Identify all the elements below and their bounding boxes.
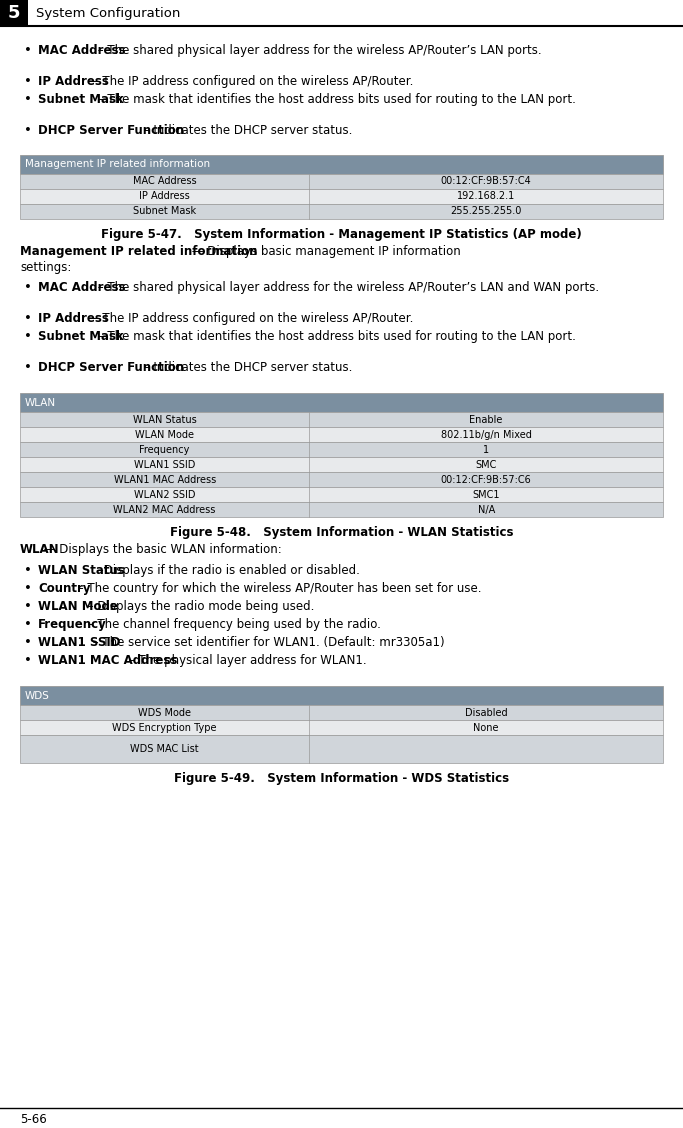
Text: •: • — [24, 44, 32, 58]
Text: Subnet Mask: Subnet Mask — [38, 94, 124, 106]
Text: — Displays basic management IP information: — Displays basic management IP informati… — [189, 245, 461, 257]
Text: •: • — [24, 636, 32, 650]
Bar — [20, 442, 663, 458]
Bar — [20, 735, 663, 764]
Text: WLAN2 SSID: WLAN2 SSID — [134, 490, 195, 500]
Text: MAC Address: MAC Address — [133, 176, 197, 186]
Text: 00:12:CF:9B:57:C4: 00:12:CF:9B:57:C4 — [441, 176, 531, 186]
Text: – The country for which the wireless AP/Router has been set for use.: – The country for which the wireless AP/… — [74, 582, 482, 594]
Text: WLAN1 MAC Address: WLAN1 MAC Address — [113, 475, 216, 485]
Text: IP Address: IP Address — [38, 76, 109, 88]
Text: WDS: WDS — [25, 691, 50, 700]
Text: •: • — [24, 312, 32, 325]
Text: – Displays the radio mode being used.: – Displays the radio mode being used. — [84, 600, 314, 613]
Text: WLAN: WLAN — [25, 398, 56, 408]
Bar — [20, 458, 663, 473]
Text: WDS Mode: WDS Mode — [138, 708, 191, 719]
Text: N/A: N/A — [477, 505, 494, 515]
Text: Management IP related information: Management IP related information — [25, 159, 210, 169]
Text: WDS Encryption Type: WDS Encryption Type — [113, 723, 217, 733]
Text: — Displays the basic WLAN information:: — Displays the basic WLAN information: — [40, 544, 282, 556]
Text: Frequency: Frequency — [38, 618, 107, 632]
Text: SMC: SMC — [475, 460, 497, 470]
Text: – Indicates the DHCP server status.: – Indicates the DHCP server status. — [140, 361, 352, 374]
Text: Country: Country — [38, 582, 91, 594]
Text: WLAN: WLAN — [20, 544, 59, 556]
Text: Management IP related information: Management IP related information — [20, 245, 257, 257]
Text: WLAN1 MAC Address: WLAN1 MAC Address — [38, 654, 178, 668]
Text: •: • — [24, 124, 32, 138]
Text: Subnet Mask: Subnet Mask — [133, 206, 196, 217]
Text: WLAN1 SSID: WLAN1 SSID — [38, 636, 120, 650]
Text: •: • — [24, 582, 32, 594]
Bar — [20, 413, 663, 428]
Text: •: • — [24, 331, 32, 343]
Text: 1: 1 — [483, 444, 489, 455]
Bar — [20, 687, 663, 705]
Text: DHCP Server Function: DHCP Server Function — [38, 361, 184, 374]
Bar — [20, 473, 663, 487]
Text: – The shared physical layer address for the wireless AP/Router’s LAN and WAN por: – The shared physical layer address for … — [94, 281, 599, 294]
Text: Frequency: Frequency — [139, 444, 190, 455]
Text: Enable: Enable — [469, 415, 503, 425]
Text: WDS MAC List: WDS MAC List — [130, 744, 199, 755]
Bar — [0, 0, 28, 26]
Text: – Indicates the DHCP server status.: – Indicates the DHCP server status. — [140, 124, 352, 138]
Text: None: None — [473, 723, 499, 733]
Bar — [20, 705, 663, 721]
Text: – The IP address configured on the wireless AP/Router.: – The IP address configured on the wirel… — [89, 312, 413, 325]
Text: WLAN Status: WLAN Status — [38, 564, 125, 576]
Text: •: • — [24, 94, 32, 106]
Bar — [20, 428, 663, 442]
Text: Disabled: Disabled — [465, 708, 507, 719]
Text: – The mask that identifies the host address bits used for routing to the LAN por: – The mask that identifies the host addr… — [94, 331, 576, 343]
Text: 192.168.2.1: 192.168.2.1 — [457, 191, 515, 201]
Bar — [20, 487, 663, 502]
Text: •: • — [24, 618, 32, 632]
Text: – The mask that identifies the host address bits used for routing to the LAN por: – The mask that identifies the host addr… — [94, 94, 576, 106]
Text: MAC Address: MAC Address — [38, 44, 126, 58]
Text: WLAN Mode: WLAN Mode — [135, 430, 194, 440]
Text: IP Address: IP Address — [139, 191, 190, 201]
Text: MAC Address: MAC Address — [38, 281, 126, 294]
Text: – The IP address configured on the wireless AP/Router.: – The IP address configured on the wirel… — [89, 76, 413, 88]
Text: •: • — [24, 600, 32, 613]
Text: Subnet Mask: Subnet Mask — [38, 331, 124, 343]
Text: IP Address: IP Address — [38, 312, 109, 325]
Text: WLAN Status: WLAN Status — [133, 415, 197, 425]
Bar — [20, 502, 663, 518]
Bar — [20, 174, 663, 188]
Text: 802.11b/g/n Mixed: 802.11b/g/n Mixed — [441, 430, 531, 440]
Text: •: • — [24, 654, 32, 668]
Text: WLAN1 SSID: WLAN1 SSID — [134, 460, 195, 470]
Text: Figure 5-48.   System Information - WLAN Statistics: Figure 5-48. System Information - WLAN S… — [170, 527, 513, 539]
Text: •: • — [24, 281, 32, 294]
Text: •: • — [24, 564, 32, 576]
Bar — [20, 394, 663, 413]
Text: – The service set identifier for WLAN1. (Default: mr3305a1): – The service set identifier for WLAN1. … — [89, 636, 445, 650]
Text: – The physical layer address for WLAN1.: – The physical layer address for WLAN1. — [125, 654, 366, 668]
Text: – The channel frequency being used by the radio.: – The channel frequency being used by th… — [84, 618, 381, 632]
Text: 5: 5 — [8, 5, 20, 23]
Bar — [20, 188, 663, 203]
Text: WLAN2 MAC Address: WLAN2 MAC Address — [113, 505, 216, 515]
Text: settings:: settings: — [20, 261, 72, 274]
Text: –Displays if the radio is enabled or disabled.: –Displays if the radio is enabled or dis… — [94, 564, 360, 576]
Bar — [20, 155, 663, 174]
Bar — [20, 203, 663, 219]
Text: SMC1: SMC1 — [473, 490, 500, 500]
Text: •: • — [24, 361, 32, 374]
Text: – The shared physical layer address for the wireless AP/Router’s LAN ports.: – The shared physical layer address for … — [94, 44, 542, 58]
Text: System Configuration: System Configuration — [36, 7, 180, 19]
Text: 00:12:CF:9B:57:C6: 00:12:CF:9B:57:C6 — [441, 475, 531, 485]
Text: Figure 5-47.   System Information - Management IP Statistics (AP mode): Figure 5-47. System Information - Manage… — [101, 228, 582, 240]
Text: DHCP Server Function: DHCP Server Function — [38, 124, 184, 138]
Text: WLAN Mode: WLAN Mode — [38, 600, 118, 613]
Text: 5-66: 5-66 — [20, 1113, 46, 1126]
Bar — [20, 721, 663, 735]
Text: Figure 5-49.   System Information - WDS Statistics: Figure 5-49. System Information - WDS St… — [174, 773, 509, 785]
Text: 255.255.255.0: 255.255.255.0 — [451, 206, 522, 217]
Text: •: • — [24, 76, 32, 88]
